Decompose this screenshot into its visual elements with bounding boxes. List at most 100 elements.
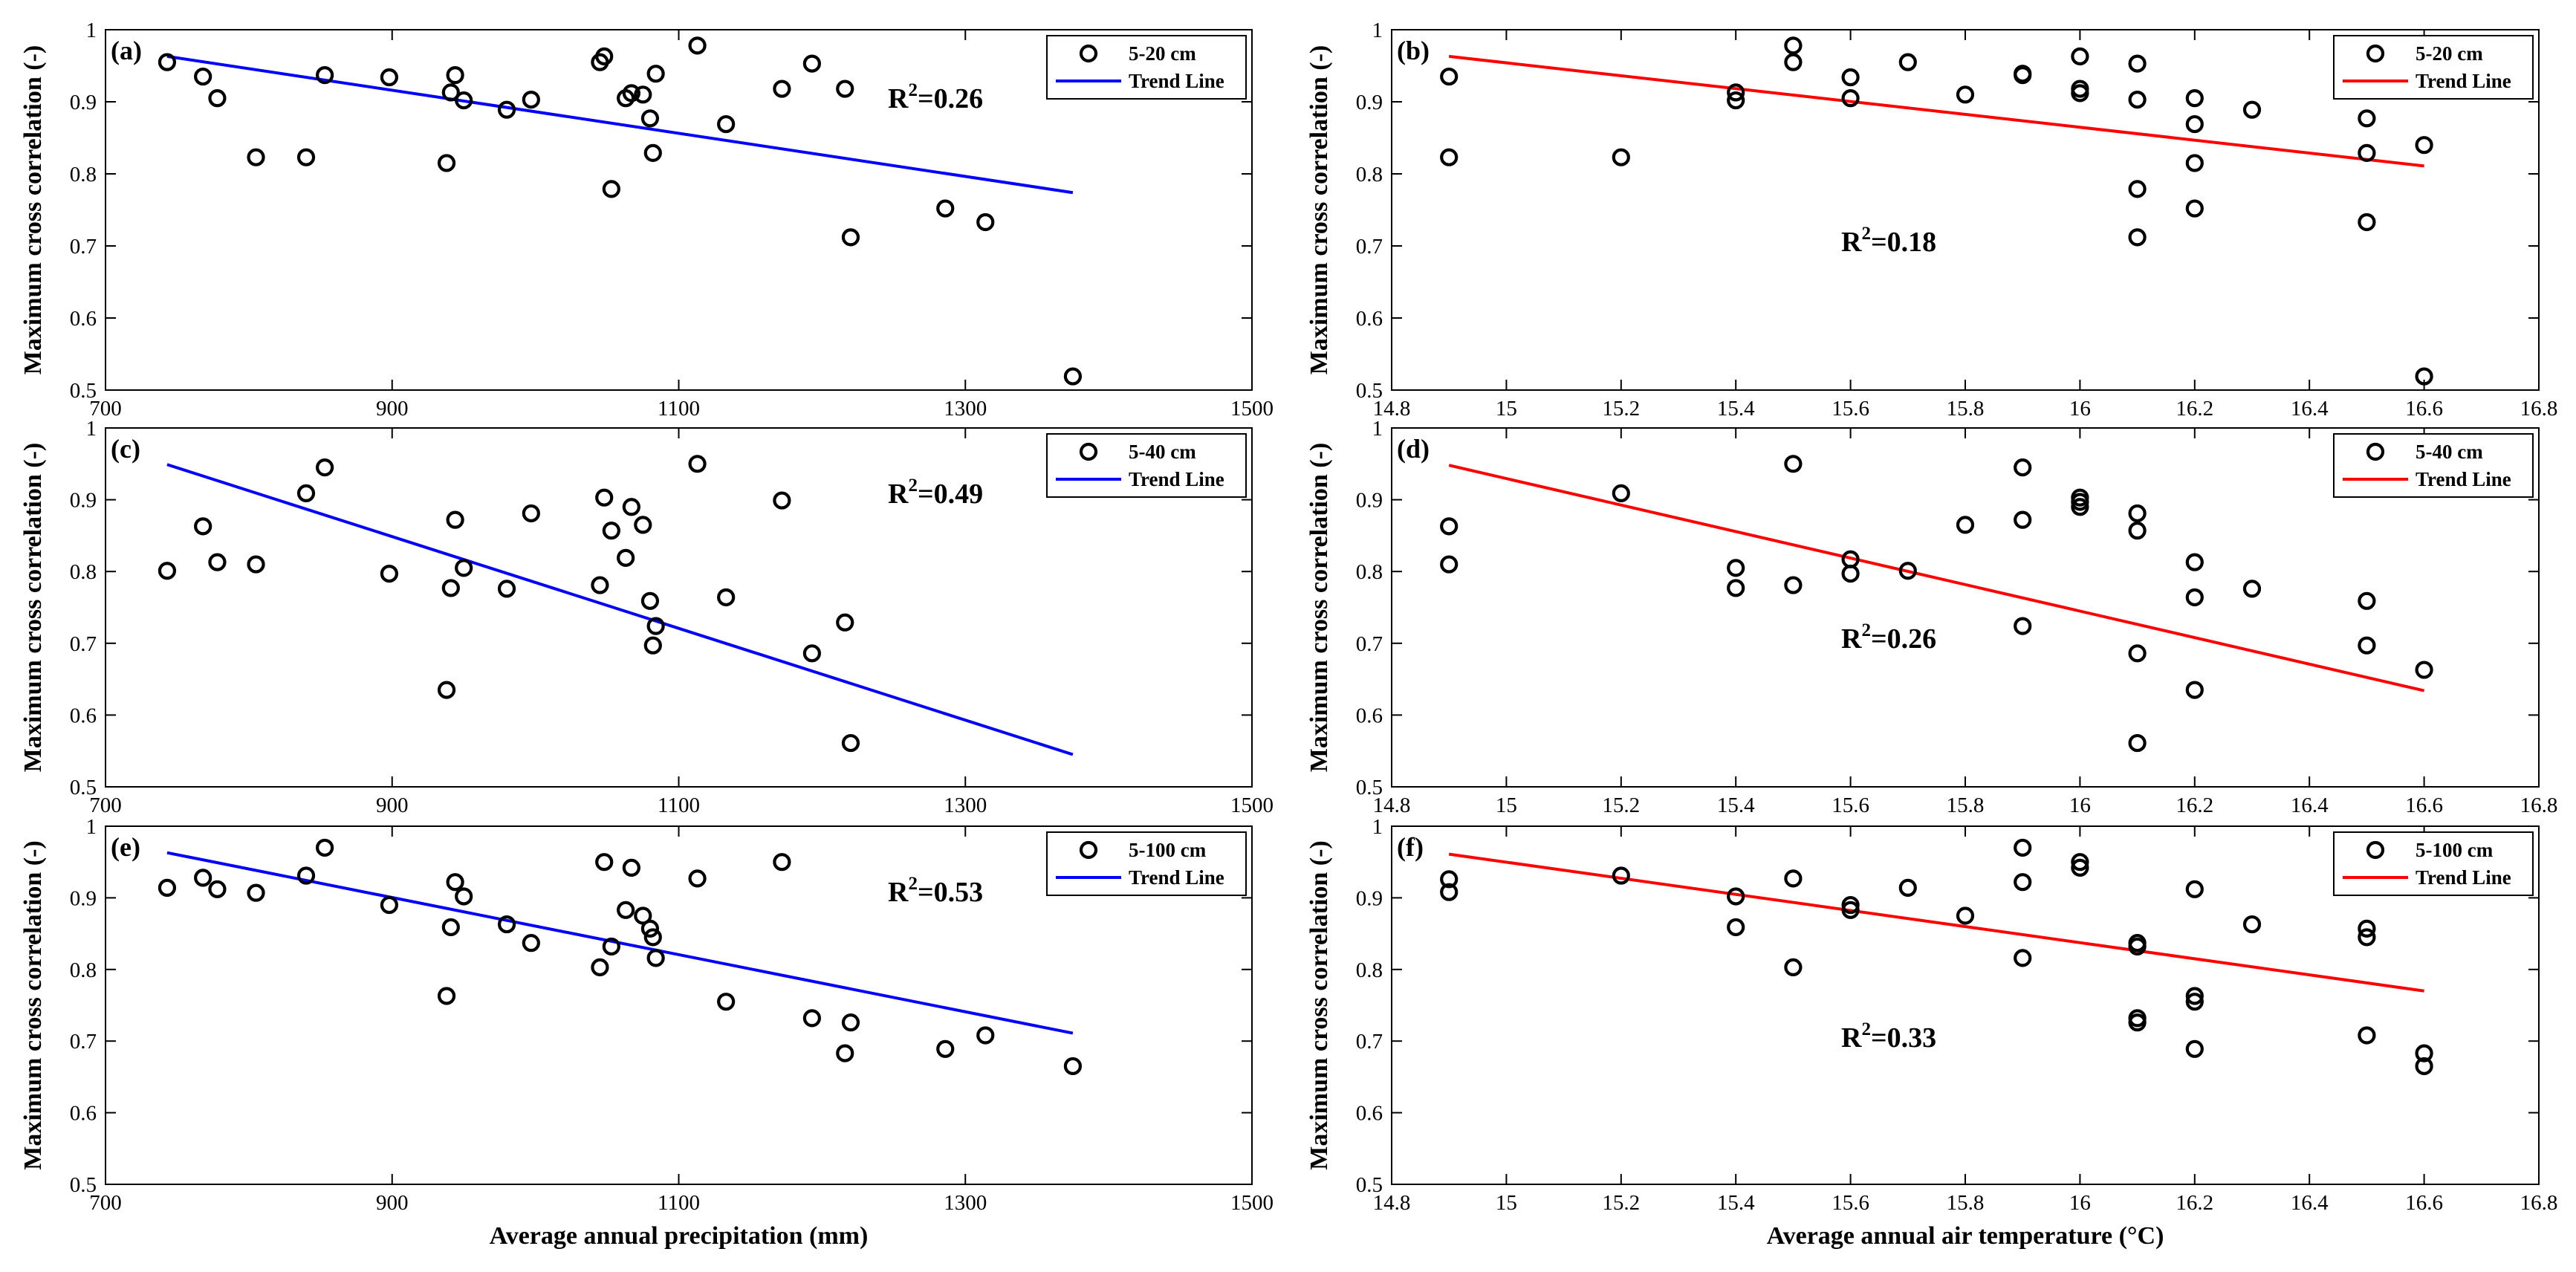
panel-d-y-tick-label: 0.8 (1356, 560, 1383, 584)
panel-c-point-1082-0-697 (643, 636, 662, 655)
panel-a-legend-points-label: 5-20 cm (1129, 42, 1196, 65)
panel-d-point-15-5-0-95 (1784, 455, 1803, 473)
panel-c-point-950-0-805 (455, 559, 473, 577)
panel-e-legend-line-label: Trend Line (1129, 866, 1224, 889)
panel-d-r2-value: =0.26 (1871, 623, 1936, 655)
panel-f-x-tick-label: 16.8 (2520, 1191, 2558, 1215)
panel-f-point-16-5-0-857 (2358, 919, 2376, 938)
panel-d-x-tick-label: 15.2 (1602, 794, 1640, 817)
panel-a-y-tick-label: 0.9 (70, 91, 97, 114)
panel-f-point-16-0-942 (2071, 858, 2089, 877)
panel-b-point-14-9-0-823 (1440, 148, 1459, 166)
panel-f-x-axis-label: Average annual air temperature (°C) (1767, 1222, 2164, 1250)
panel-c-point-778-0-813 (208, 553, 227, 571)
panel-d-legend-line-label: Trend Line (2416, 468, 2511, 490)
panel-a-x-tick-label: 700 (89, 397, 122, 421)
panel-d-point-15-9-0-872 (2014, 510, 2032, 529)
panel-f-y-tick-label: 0.6 (1356, 1102, 1383, 1126)
panel-b-point-16-3-0-889 (2242, 100, 2262, 119)
panel-a-point-1080-0-877 (640, 109, 660, 128)
panel-f-trend-line (1448, 852, 2424, 993)
panel-c-r2-exponent: 2 (908, 476, 918, 496)
panel-f-r2-annotation: R2=0.33 (1841, 1019, 1936, 1054)
panel-d-x-tick-label: 16.6 (2405, 794, 2443, 817)
panel-f-point-16-0-95 (2071, 853, 2089, 872)
panel-e-point-950-0-902 (455, 887, 473, 906)
panel-e-point-1133-0-755 (717, 993, 736, 1011)
panel-c-point-944-0-872 (446, 510, 464, 529)
panel-b-legend-marker (2366, 44, 2385, 63)
panel-b-x-tick-label: 16.8 (2520, 397, 2558, 421)
panel-b-point-15-9-0-937 (2014, 66, 2032, 85)
panel-e-point-1220-0-726 (841, 1013, 860, 1032)
panel-f-point-15-5-0-803 (1784, 958, 1803, 977)
panel-b-point-16-5-0-877 (2358, 109, 2376, 128)
panel-b-point-15-4-0-902 (1727, 91, 1745, 110)
panel-b-point-16-5-0-829 (2358, 143, 2376, 162)
panel-e-point-768-0-928 (194, 869, 212, 887)
panel-d-point-16-1-0-881 (2128, 504, 2147, 523)
panel-a-x-tick-label: 1300 (944, 397, 987, 421)
panel-f-y-axis-label: Maximum cross correlation (-) (1305, 840, 1333, 1169)
panel-b-y-tick-label: 0.9 (1356, 91, 1383, 114)
panel-c-point-1045-0-781 (591, 576, 609, 594)
panel-a-point-950-0-902 (455, 91, 473, 110)
panel-e-point-743-0-914 (158, 878, 177, 898)
panel-c-x-tick-label: 700 (89, 794, 122, 817)
panel-c-x-tick-label: 1100 (658, 794, 700, 817)
panel-b-x-tick-label: 16.2 (2176, 397, 2213, 421)
panel-e-r2-base: R (888, 877, 909, 908)
panel-b-r2-base: R (1841, 227, 1862, 258)
panel-e-point-1314-0-708 (976, 1026, 995, 1045)
panel-e-point-1080-0-857 (640, 919, 660, 938)
panel-f-point-16-1-0-726 (2128, 1013, 2147, 1032)
panel-c-point-768-0-863 (194, 517, 212, 536)
panel-d-point-16-1-0-561 (2128, 733, 2147, 753)
panel-c-y-tick-label: 0.5 (70, 776, 97, 799)
panel-d-point-15-7-0-801 (1898, 562, 1917, 580)
panel-e-point-938-0-763 (437, 987, 456, 1005)
panel-a-y-tick-label: 0.6 (70, 307, 97, 331)
panel-e-point-1113-0-927 (688, 869, 707, 888)
panel-a-y-tick-label: 0.7 (70, 235, 97, 259)
panel-a-y-tick-label: 0.5 (70, 379, 97, 403)
panel-f-r2-exponent: 2 (1861, 1019, 1871, 1039)
panel-f-point-14-9-0-908 (1440, 883, 1459, 901)
panel-f-legend-line-label: Trend Line (2416, 866, 2511, 889)
panel-d-label: (d) (1397, 434, 1430, 464)
panel-f-point-15-9-0-816 (2014, 949, 2032, 967)
panel-b-y-tick-label: 0.5 (1356, 379, 1383, 403)
panel-a-point-938-0-815 (437, 154, 456, 172)
panel-c-x-tick-label: 1500 (1230, 794, 1274, 817)
panel-c-x-tick-label: 1300 (944, 794, 987, 817)
panel-a-y-tick-label: 0.8 (70, 163, 97, 186)
panel-b-point-16-1-0-779 (2128, 180, 2147, 198)
panel-b-x-tick-label: 15.4 (1717, 397, 1755, 421)
panel-f-x-tick-label: 15.4 (1717, 1191, 1755, 1215)
panel-f-point-15-6-0-883 (1841, 901, 1860, 919)
panel-b-r2-exponent: 2 (1861, 224, 1871, 244)
panel-d-point-16-1-0-686 (2128, 644, 2147, 663)
panel-b-point-15-5-0-978 (1784, 36, 1803, 55)
panel-e-point-1216-0-683 (836, 1044, 854, 1062)
panel-e-point-1067-0-942 (622, 858, 640, 877)
panel-e-point-1172-0-95 (773, 853, 791, 872)
panel-d-y-tick-label: 0.9 (1356, 489, 1383, 513)
panel-e-y-axis-label: Maximum cross correlation (-) (19, 840, 47, 1169)
panel-a-point-1048-0-963 (595, 47, 614, 65)
panel-c-x-tick-label: 900 (376, 794, 409, 817)
panel-b-point-15-8-0-91 (1956, 85, 1975, 104)
panel-e-y-tick-label: 0.9 (70, 886, 97, 910)
panel-d-x-tick-label: 16 (2069, 794, 2091, 817)
panel-e-point-778-0-912 (208, 880, 227, 898)
panel-c-r2-base: R (888, 478, 909, 510)
panel-b-point-16-2-0-815 (2185, 154, 2204, 172)
panel-e-point-840-0-931 (296, 866, 316, 885)
panel-b: 0.5 0.6 0.7 0.8 0.9 1 14.8 15 15.2 15.4 15.6 15.8 16… (1305, 19, 2557, 421)
panel-e-frame (105, 825, 1253, 1185)
panel-f-point-16-6-0-665 (2415, 1057, 2433, 1076)
panel-b-y-tick-label: 0.7 (1356, 235, 1383, 259)
panel-a-point-743-0-955 (158, 53, 177, 71)
panel-c-point-1133-0-764 (717, 588, 736, 607)
panel-e-label: (e) (111, 832, 140, 862)
